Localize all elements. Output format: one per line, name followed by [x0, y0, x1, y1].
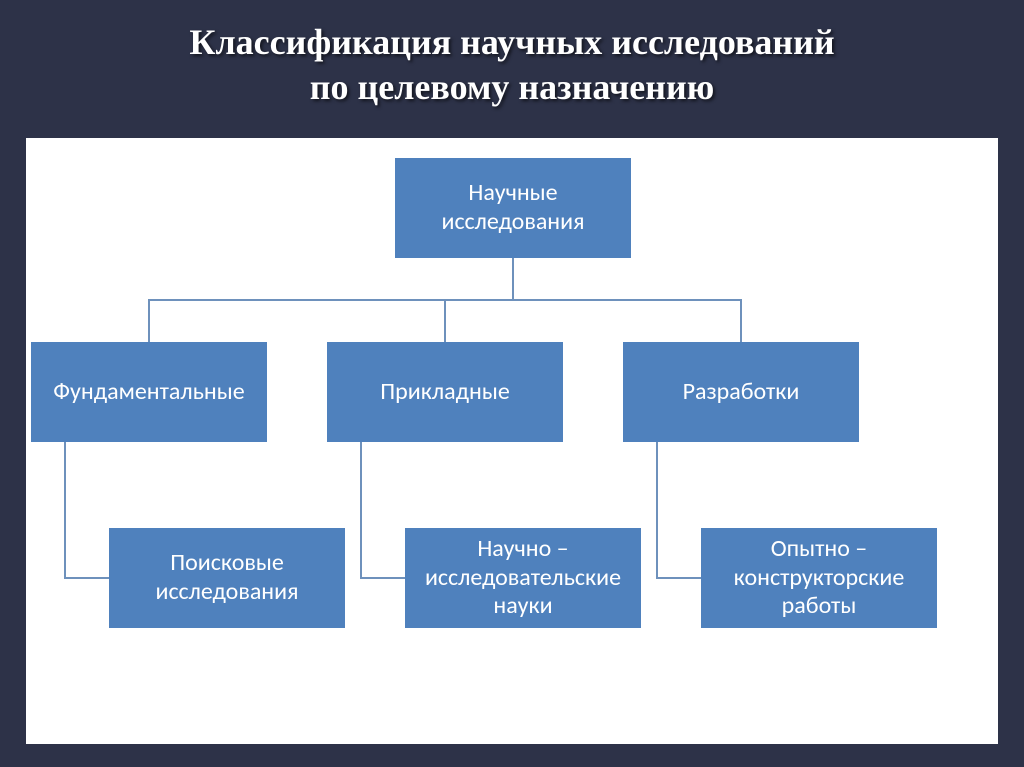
connector-segment: [656, 442, 658, 579]
diagram-panel: Научные исследования Фундаментальные Прикл…: [26, 138, 998, 744]
connector-segment: [656, 577, 701, 579]
slide-title: Классификация научных исследований по це…: [0, 0, 1024, 126]
node-poisk: Поисковые исследования: [109, 528, 345, 628]
connector-segment: [512, 258, 514, 300]
connector-segment: [360, 577, 405, 579]
node-razr: Разработки: [623, 342, 859, 442]
title-line2: по целевому назначению: [310, 67, 714, 107]
connector-segment: [148, 299, 150, 342]
node-fund: Фундаментальные: [31, 342, 267, 442]
connector-segment: [444, 299, 446, 342]
slide: Классификация научных исследований по це…: [0, 0, 1024, 767]
connector-segment: [64, 442, 66, 579]
connector-segment: [64, 577, 109, 579]
node-opyt: Опытно – конструкторские работы: [701, 528, 937, 628]
node-nauch: Научно – исследовательские науки: [405, 528, 641, 628]
node-root: Научные исследования: [395, 158, 631, 258]
node-prik: Прикладные: [327, 342, 563, 442]
connector-segment: [360, 442, 362, 579]
connector-segment: [740, 299, 742, 342]
title-line1: Классификация научных исследований: [189, 22, 834, 62]
